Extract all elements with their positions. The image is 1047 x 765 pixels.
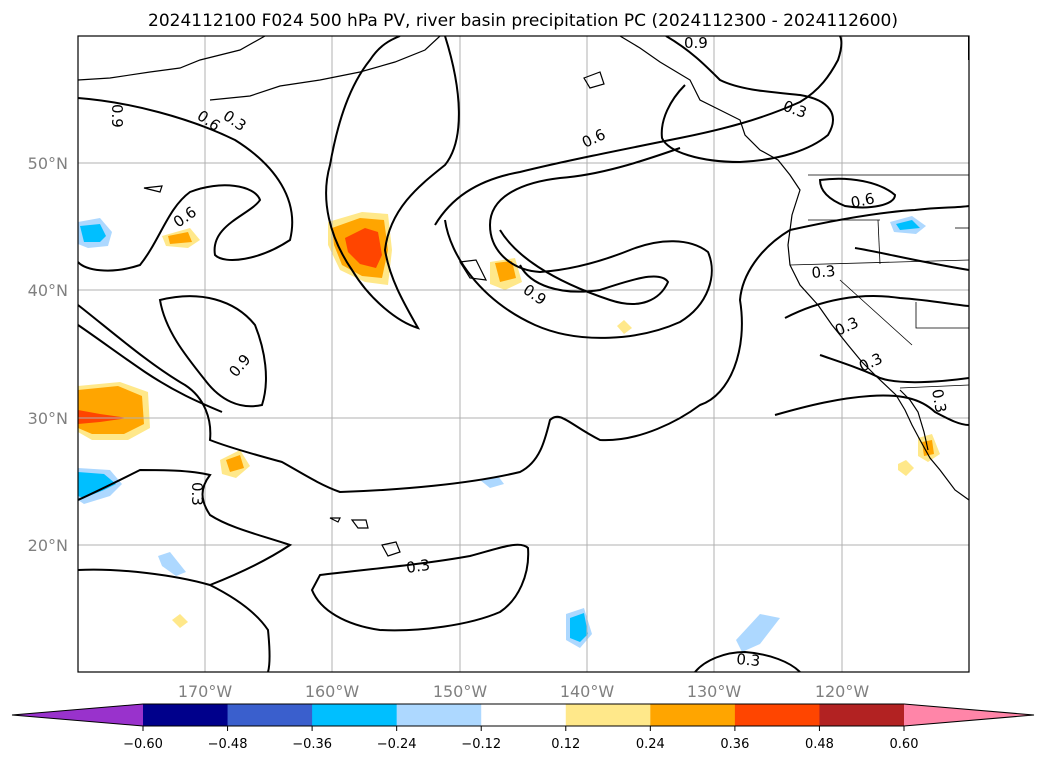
- figure-title: 2024112100 F024 500 hPa PV, river basin …: [148, 11, 898, 31]
- lat-tick-labels: 50°N 40°N 30°N 20°N: [28, 154, 68, 555]
- contour-label: 0.9: [108, 104, 126, 128]
- colorbar-tick-label: −0.60: [123, 737, 163, 752]
- political-borders: [789, 174, 969, 389]
- lon-label-120w: 120°W: [815, 682, 870, 701]
- lon-label-160w: 160°W: [305, 682, 360, 701]
- graticule: [78, 36, 969, 672]
- precip-patch: [80, 224, 106, 242]
- lon-label-130w: 130°W: [687, 682, 742, 701]
- precip-patch: [736, 614, 780, 652]
- colorbar-segment: [312, 704, 398, 726]
- colorbar-segment: [143, 704, 229, 726]
- lon-label-150w: 150°W: [433, 682, 488, 701]
- precip-patch: [172, 614, 188, 628]
- colorbar-segment: [734, 704, 820, 726]
- colorbar-tick-label: 0.36: [720, 737, 749, 752]
- map-panel: 0.6 0.3 0.9 0.6 0.9 0.6 0.9 0.3 0.3 0.6 …: [77, 34, 970, 673]
- colorbar-tick-label: −0.36: [292, 737, 332, 752]
- pv-contours: [78, 36, 969, 672]
- colorbar-segment: [650, 704, 736, 726]
- lat-label-50n: 50°N: [28, 154, 68, 173]
- map-frame: [77, 35, 970, 673]
- colorbar-tick-label: −0.12: [461, 737, 501, 752]
- colorbar-tick-label: 0.48: [805, 737, 834, 752]
- colorbar: −0.60 −0.48 −0.36 −0.24 −0.12 0.12 0.24 0.36 0.4…: [11, 703, 1035, 752]
- contour-label: 0.3: [736, 650, 761, 670]
- precip-patch: [896, 220, 920, 230]
- lon-label-140w: 140°W: [560, 682, 615, 701]
- contour-label: 0.6: [849, 189, 876, 212]
- lat-label-40n: 40°N: [28, 281, 68, 300]
- contour-label: 0.3: [928, 388, 950, 415]
- colorbar-segment: [481, 704, 567, 726]
- colorbar-tick-label: 0.60: [890, 737, 919, 752]
- contour-label: 0.9: [684, 34, 708, 52]
- precip-patch: [78, 386, 144, 434]
- lon-label-170w: 170°W: [178, 682, 233, 701]
- precip-patch: [226, 455, 244, 472]
- contour-label: 0.3: [405, 556, 431, 577]
- colorbar-extend-low: [12, 704, 143, 726]
- precip-patch: [158, 552, 186, 576]
- colorbar-extend-high: [904, 704, 1034, 726]
- colorbar-tick-label: 0.12: [551, 737, 580, 752]
- colorbar-tick-label: −0.48: [208, 737, 248, 752]
- precip-patch: [168, 232, 192, 244]
- colorbar-tick-label: −0.24: [377, 737, 417, 752]
- contour-label: 0.3: [811, 262, 836, 282]
- precip-patch: [898, 460, 914, 476]
- precip-anomaly-patches: [78, 212, 940, 652]
- colorbar-segment: [819, 704, 905, 726]
- colorbar-segment: [396, 704, 482, 726]
- precip-patch: [345, 228, 382, 268]
- precip-patch: [78, 410, 128, 424]
- precip-patch: [78, 472, 116, 498]
- colorbar-segment: [565, 704, 651, 726]
- map-background: [78, 36, 969, 672]
- lat-label-20n: 20°N: [28, 536, 68, 555]
- precip-patch: [495, 261, 516, 282]
- precip-patch: [617, 320, 632, 334]
- colorbar-segment: [227, 704, 313, 726]
- lat-label-30n: 30°N: [28, 409, 68, 428]
- lon-tick-labels: 170°W 160°W 150°W 140°W 130°W 120°W: [178, 682, 870, 701]
- contour-label: 0.3: [188, 482, 206, 506]
- colorbar-tick-label: 0.24: [636, 737, 665, 752]
- precip-patch: [570, 613, 588, 642]
